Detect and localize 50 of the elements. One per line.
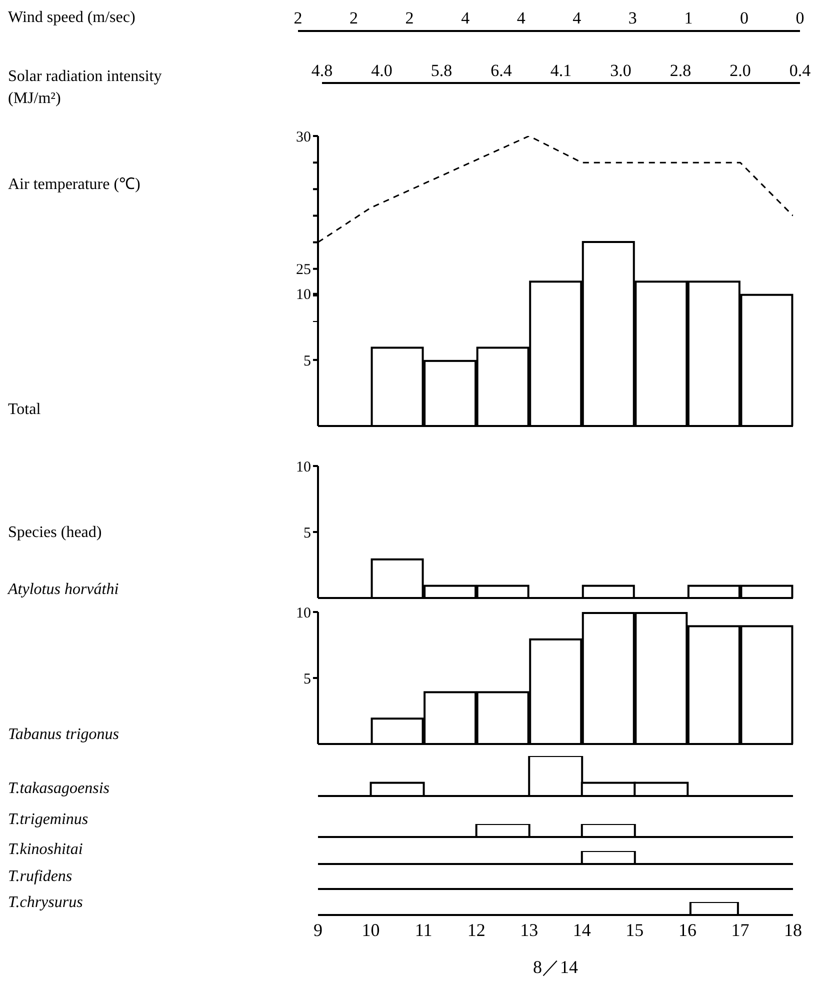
data-label: 4	[572, 8, 582, 28]
data-label: 2	[350, 8, 358, 28]
text: Species (head)	[8, 523, 103, 543]
y-tick-label: 5	[304, 525, 311, 542]
x-tick-label: 10	[362, 920, 380, 940]
data-label: 0.4	[789, 61, 812, 80]
data-label: 2	[405, 8, 414, 28]
x-tick-label: 11	[414, 920, 432, 940]
x-tick-label: 16	[678, 920, 696, 940]
x-tick-label: 15	[626, 920, 644, 940]
y-tick-label: 5	[304, 671, 311, 688]
x-axis-title: 8／14	[533, 957, 578, 977]
data-label: 2.0	[730, 61, 751, 80]
data-label: 3	[628, 8, 637, 28]
data-label: 4	[516, 8, 526, 28]
data-label: 4.8	[311, 61, 333, 80]
text: T.rufidens	[8, 867, 74, 887]
text: Wind speed (m/sec)	[8, 8, 136, 28]
y-axis-title: Tabanus trigonus	[8, 725, 120, 745]
data-label: 5.8	[430, 61, 452, 80]
y-tick-label: 10	[296, 459, 311, 476]
data-label: 2.8	[670, 61, 692, 80]
text: Solar radiation intensity (MJ/m²)	[8, 67, 163, 109]
y-tick-label: 10	[296, 287, 311, 304]
data-label: 2	[294, 8, 302, 28]
y-tick-label: 5	[304, 353, 311, 370]
y-tick-label: 10	[296, 605, 311, 622]
x-tick-label: 12	[467, 920, 486, 940]
data-label: 4.0	[371, 61, 392, 80]
y-tick-label: 30	[296, 129, 311, 146]
data-label: 0	[740, 8, 748, 28]
x-tick-label: 13	[520, 920, 538, 940]
data-label: 0	[796, 8, 804, 28]
y-axis-title: T.chrysurus	[8, 893, 84, 913]
x-tick-label: 9	[314, 920, 322, 940]
x-tick-label: 17	[731, 920, 750, 940]
data-label: 3.0	[610, 61, 632, 80]
data-label: 4.1	[550, 61, 572, 80]
y-axis-title: Total	[8, 400, 42, 420]
data-label: 6.4	[490, 61, 512, 80]
y-axis-title: T.trigeminus	[8, 810, 90, 830]
y-axis-title: T.kinoshitai	[8, 840, 84, 860]
y-axis-title: Air temperature (℃)	[8, 175, 142, 195]
y-tick-label: 25	[296, 262, 311, 278]
x-tick-label: 18	[784, 920, 802, 940]
y-axis-title: Atylotus horváthi	[8, 580, 120, 600]
data-label: 4	[461, 8, 470, 28]
x-tick-label: 14	[572, 920, 591, 940]
y-axis-title: T.takasagoensis	[8, 779, 110, 799]
data-label: 1	[684, 8, 693, 28]
